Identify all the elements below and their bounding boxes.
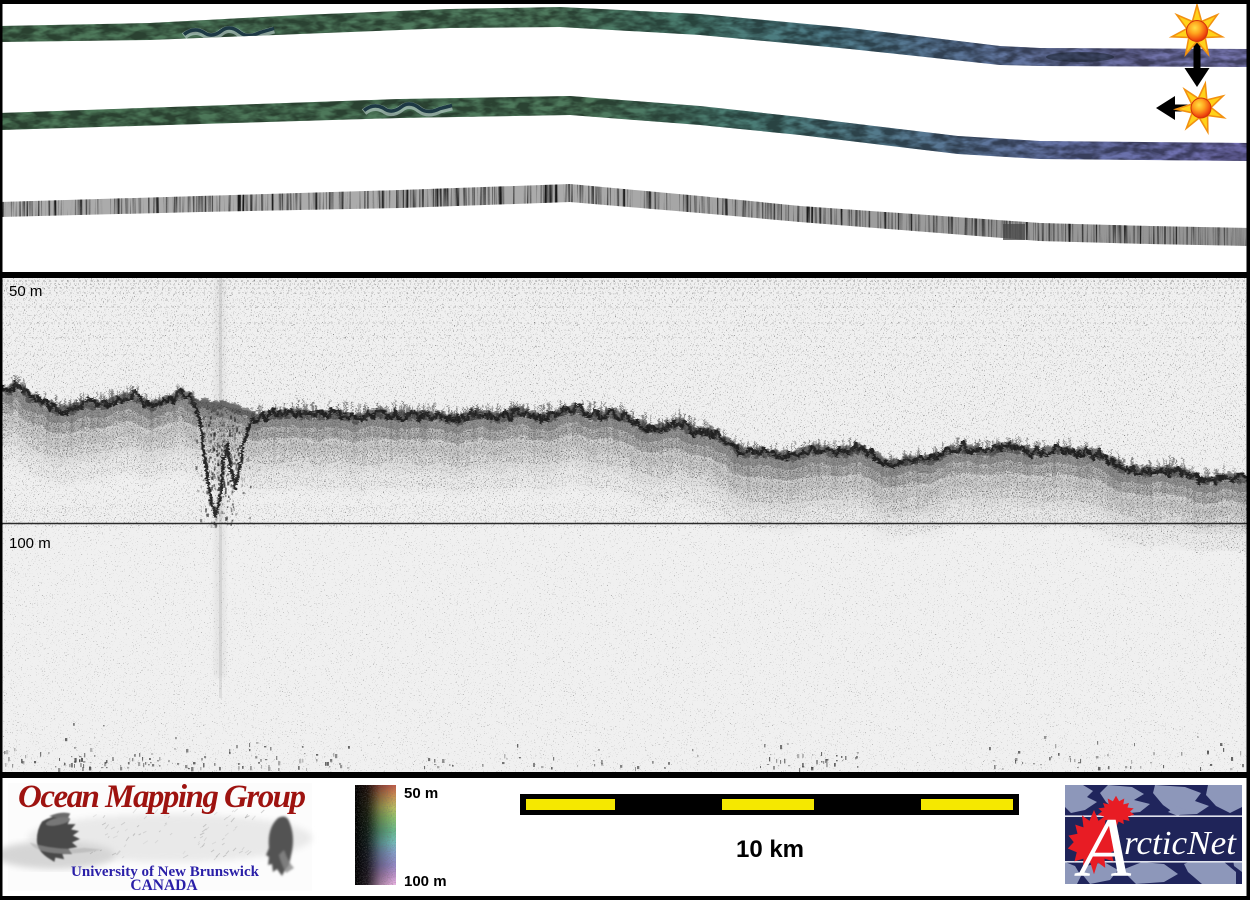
svg-text:rcticNet: rcticNet (1124, 825, 1238, 862)
svg-text:CANADA: CANADA (130, 877, 198, 894)
svg-text:Ocean Mapping Group: Ocean Mapping Group (18, 779, 306, 815)
svg-text:100 m: 100 m (404, 873, 447, 890)
svg-text:50 m: 50 m (9, 283, 42, 300)
svg-text:50 m: 50 m (404, 785, 438, 802)
svg-text:University of New Brunswick: University of New Brunswick (71, 864, 260, 880)
svg-text:100 m: 100 m (9, 535, 51, 552)
svg-text:10 km: 10 km (736, 836, 804, 863)
svg-text:A: A (1074, 801, 1132, 895)
